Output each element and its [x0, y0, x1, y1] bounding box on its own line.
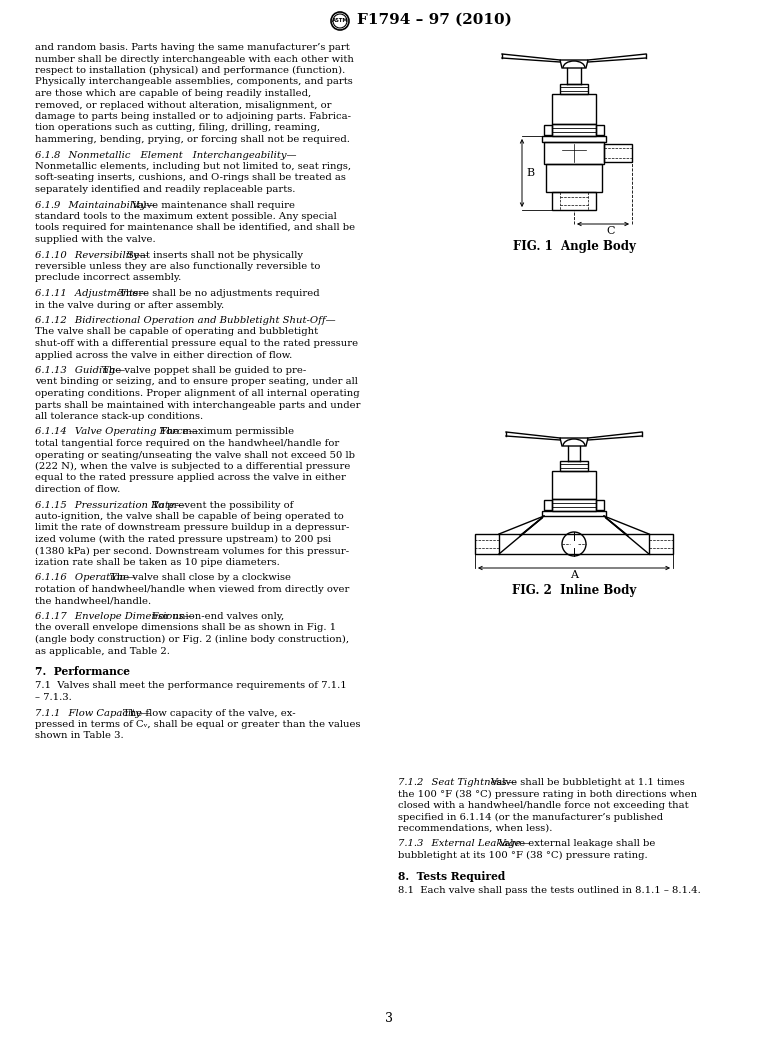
- Text: 6.1.13  Guiding—: 6.1.13 Guiding—: [35, 366, 125, 375]
- Text: 7.1.1  Flow Capacity—: 7.1.1 Flow Capacity—: [35, 709, 151, 717]
- Text: The flow capacity of the valve, ex-: The flow capacity of the valve, ex-: [123, 709, 296, 717]
- Text: Valve shall be bubbletight at 1.1 times: Valve shall be bubbletight at 1.1 times: [490, 778, 685, 787]
- Text: ization rate shall be taken as 10 pipe diameters.: ization rate shall be taken as 10 pipe d…: [35, 558, 280, 567]
- Text: 6.1.8  Nonmetallic Element Interchangeability—: 6.1.8 Nonmetallic Element Interchangeabi…: [35, 151, 296, 159]
- Text: ASTM: ASTM: [331, 19, 349, 24]
- Text: shown in Table 3.: shown in Table 3.: [35, 732, 124, 740]
- Polygon shape: [588, 54, 646, 60]
- Text: 6.1.9  Maintainability—: 6.1.9 Maintainability—: [35, 201, 156, 209]
- Text: To prevent the possibility of: To prevent the possibility of: [152, 501, 293, 509]
- Text: and random basis. Parts having the same manufacturer’s part: and random basis. Parts having the same …: [35, 43, 350, 52]
- Text: shut-off with a differential pressure equal to the rated pressure: shut-off with a differential pressure eq…: [35, 339, 358, 348]
- Text: standard tools to the maximum extent possible. Any special: standard tools to the maximum extent pos…: [35, 212, 337, 221]
- Text: The maximum permissible: The maximum permissible: [160, 428, 295, 436]
- Text: FIG. 1  Angle Body: FIG. 1 Angle Body: [513, 240, 636, 253]
- Text: C: C: [606, 226, 615, 236]
- Text: rotation of handwheel/handle when viewed from directly over: rotation of handwheel/handle when viewed…: [35, 585, 349, 594]
- Text: 7.1.2  Seat Tightness—: 7.1.2 Seat Tightness—: [398, 778, 517, 787]
- Text: 6.1.17  Envelope Dimensions—: 6.1.17 Envelope Dimensions—: [35, 612, 194, 621]
- Text: tion operations such as cutting, filing, drilling, reaming,: tion operations such as cutting, filing,…: [35, 124, 320, 132]
- Text: 7.  Performance: 7. Performance: [35, 666, 130, 677]
- Text: supplied with the valve.: supplied with the valve.: [35, 235, 156, 244]
- Text: are those which are capable of being readily installed,: are those which are capable of being rea…: [35, 88, 311, 98]
- Text: specified in 6.1.14 (or the manufacturer’s published: specified in 6.1.14 (or the manufacturer…: [398, 812, 663, 821]
- Text: closed with a handwheel/handle force not exceeding that: closed with a handwheel/handle force not…: [398, 801, 689, 810]
- Text: 6.1.11  Adjustments—: 6.1.11 Adjustments—: [35, 289, 149, 298]
- Text: vent binding or seizing, and to ensure proper seating, under all: vent binding or seizing, and to ensure p…: [35, 378, 358, 386]
- Text: preclude incorrect assembly.: preclude incorrect assembly.: [35, 274, 181, 282]
- Polygon shape: [506, 432, 560, 438]
- Text: damage to parts being installed or to adjoining parts. Fabrica-: damage to parts being installed or to ad…: [35, 112, 351, 121]
- Text: 6.1.15  Pressurization Rate—: 6.1.15 Pressurization Rate—: [35, 501, 184, 509]
- Text: removed, or replaced without alteration, misalignment, or: removed, or replaced without alteration,…: [35, 101, 331, 109]
- Text: hammering, bending, prying, or forcing shall not be required.: hammering, bending, prying, or forcing s…: [35, 135, 350, 144]
- Text: all tolerance stack-up conditions.: all tolerance stack-up conditions.: [35, 412, 203, 421]
- Text: operating or seating/unseating the valve shall not exceed 50 lb: operating or seating/unseating the valve…: [35, 451, 355, 459]
- Text: 7.1  Valves shall meet the performance requirements of 7.1.1: 7.1 Valves shall meet the performance re…: [35, 682, 347, 690]
- Text: Valve external leakage shall be: Valve external leakage shall be: [499, 839, 656, 848]
- Text: 6.1.16  Operation—: 6.1.16 Operation—: [35, 574, 136, 583]
- Text: tools required for maintenance shall be identified, and shall be: tools required for maintenance shall be …: [35, 224, 355, 232]
- Text: (angle body construction) or Fig. 2 (inline body construction),: (angle body construction) or Fig. 2 (inl…: [35, 635, 349, 644]
- Text: number shall be directly interchangeable with each other with: number shall be directly interchangeable…: [35, 54, 354, 64]
- Text: operating conditions. Proper alignment of all internal operating: operating conditions. Proper alignment o…: [35, 389, 359, 398]
- Text: Valve maintenance shall require: Valve maintenance shall require: [131, 201, 295, 209]
- Text: 3: 3: [385, 1013, 393, 1025]
- Text: equal to the rated pressure applied across the valve in either: equal to the rated pressure applied acro…: [35, 474, 346, 482]
- Polygon shape: [502, 54, 560, 60]
- Text: reversible unless they are also functionally reversible to: reversible unless they are also function…: [35, 262, 321, 271]
- Text: the overall envelope dimensions shall be as shown in Fig. 1: the overall envelope dimensions shall be…: [35, 624, 336, 633]
- Text: 6.1.12  Bidirectional Operation and Bubbletight Shut-Off—: 6.1.12 Bidirectional Operation and Bubbl…: [35, 316, 335, 325]
- Text: separately identified and readily replaceable parts.: separately identified and readily replac…: [35, 185, 296, 194]
- Text: applied across the valve in either direction of flow.: applied across the valve in either direc…: [35, 351, 293, 359]
- Text: Seat inserts shall not be physically: Seat inserts shall not be physically: [127, 251, 303, 259]
- Text: 6.1.10  Reversibility—: 6.1.10 Reversibility—: [35, 251, 149, 259]
- Text: B: B: [526, 168, 534, 178]
- Text: There shall be no adjustments required: There shall be no adjustments required: [118, 289, 319, 298]
- Polygon shape: [588, 432, 642, 438]
- Text: A: A: [570, 570, 578, 580]
- Text: soft-seating inserts, cushions, and O-rings shall be treated as: soft-seating inserts, cushions, and O-ri…: [35, 174, 346, 182]
- Text: respect to installation (physical) and performance (function).: respect to installation (physical) and p…: [35, 66, 345, 75]
- Text: FIG. 2  Inline Body: FIG. 2 Inline Body: [512, 584, 636, 596]
- Text: ized volume (with the rated pressure upstream) to 200 psi: ized volume (with the rated pressure ups…: [35, 535, 331, 544]
- Text: Nonmetallic elements, including but not limited to, seat rings,: Nonmetallic elements, including but not …: [35, 162, 351, 171]
- Text: The valve shall close by a clockwise: The valve shall close by a clockwise: [110, 574, 291, 583]
- Text: – 7.1.3.: – 7.1.3.: [35, 693, 72, 702]
- Text: limit the rate of downstream pressure buildup in a depressur-: limit the rate of downstream pressure bu…: [35, 524, 349, 533]
- Text: as applicable, and Table 2.: as applicable, and Table 2.: [35, 646, 170, 656]
- Text: total tangential force required on the handwheel/handle for: total tangential force required on the h…: [35, 439, 339, 448]
- Text: (222 N), when the valve is subjected to a differential pressure: (222 N), when the valve is subjected to …: [35, 462, 350, 472]
- Text: direction of flow.: direction of flow.: [35, 485, 121, 494]
- Text: 8.1  Each valve shall pass the tests outlined in 8.1.1 – 8.1.4.: 8.1 Each valve shall pass the tests outl…: [398, 886, 701, 895]
- Text: pressed in terms of Cᵥ, shall be equal or greater than the values: pressed in terms of Cᵥ, shall be equal o…: [35, 720, 360, 729]
- Text: 6.1.14  Valve Operating Force—: 6.1.14 Valve Operating Force—: [35, 428, 198, 436]
- Text: The valve poppet shall be guided to pre-: The valve poppet shall be guided to pre-: [102, 366, 306, 375]
- Text: the handwheel/handle.: the handwheel/handle.: [35, 596, 151, 606]
- Text: auto-ignition, the valve shall be capable of being operated to: auto-ignition, the valve shall be capabl…: [35, 512, 344, 520]
- Text: Physically interchangeable assemblies, components, and parts: Physically interchangeable assemblies, c…: [35, 77, 352, 86]
- Text: 7.1.3  External Leakage—: 7.1.3 External Leakage—: [398, 839, 531, 848]
- Text: The valve shall be capable of operating and bubbletight: The valve shall be capable of operating …: [35, 328, 318, 336]
- Text: the 100 °F (38 °C) pressure rating in both directions when: the 100 °F (38 °C) pressure rating in bo…: [398, 789, 697, 798]
- Text: parts shall be maintained with interchangeable parts and under: parts shall be maintained with interchan…: [35, 401, 360, 409]
- Text: recommendations, when less).: recommendations, when less).: [398, 824, 552, 833]
- Text: For union-end valves only,: For union-end valves only,: [152, 612, 284, 621]
- Text: (1380 kPa) per second. Downstream volumes for this pressur-: (1380 kPa) per second. Downstream volume…: [35, 547, 349, 556]
- Text: in the valve during or after assembly.: in the valve during or after assembly.: [35, 301, 224, 309]
- Text: bubbletight at its 100 °F (38 °C) pressure rating.: bubbletight at its 100 °F (38 °C) pressu…: [398, 850, 647, 860]
- Text: F1794 – 97 (2010): F1794 – 97 (2010): [357, 12, 512, 27]
- Text: 8.  Tests Required: 8. Tests Required: [398, 870, 505, 882]
